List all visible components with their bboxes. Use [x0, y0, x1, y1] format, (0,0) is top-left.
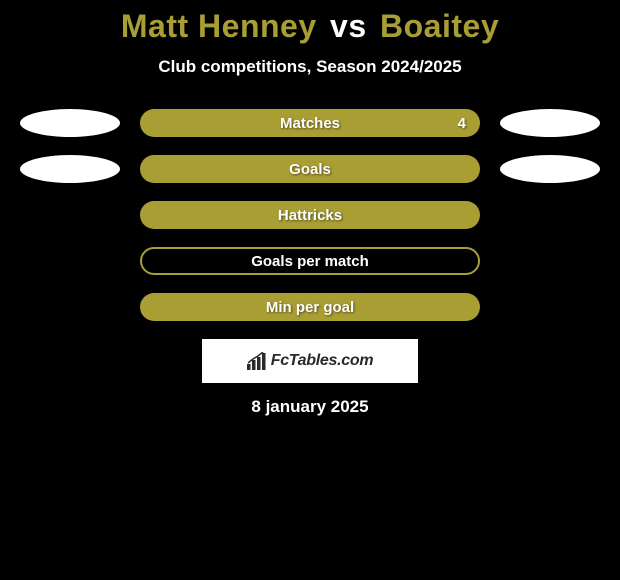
ellipse-placeholder: [500, 293, 600, 321]
stat-pill: Goals: [140, 155, 480, 183]
stat-pill: Matches 4: [140, 109, 480, 137]
stat-pill: Min per goal: [140, 293, 480, 321]
stat-label: Min per goal: [266, 299, 354, 316]
vs-text: vs: [330, 8, 367, 44]
ellipse-placeholder: [20, 247, 120, 275]
ellipse-placeholder: [500, 247, 600, 275]
stat-pill: Goals per match: [140, 247, 480, 275]
logo-box: FcTables.com: [202, 339, 418, 383]
stat-row: Matches 4: [0, 109, 620, 137]
chart-icon: [247, 352, 267, 370]
ellipse-placeholder: [500, 201, 600, 229]
ellipse-placeholder: [20, 293, 120, 321]
stat-row: Min per goal: [0, 293, 620, 321]
stat-row: Goals: [0, 155, 620, 183]
logo-text: FcTables.com: [271, 352, 374, 370]
date-text: 8 january 2025: [0, 397, 620, 417]
ellipse-right: [500, 155, 600, 183]
player1-name: Matt Henney: [121, 8, 317, 44]
stat-label: Goals: [289, 161, 331, 178]
page-title: Matt Henney vs Boaitey: [0, 8, 620, 45]
stat-value: 4: [458, 115, 466, 132]
stat-label: Matches: [280, 115, 340, 132]
stat-row: Hattricks: [0, 201, 620, 229]
stat-label: Hattricks: [278, 207, 342, 224]
ellipse-placeholder: [20, 201, 120, 229]
ellipse-left: [20, 109, 120, 137]
chart-container: Matt Henney vs Boaitey Club competitions…: [0, 0, 620, 417]
player2-name: Boaitey: [380, 8, 499, 44]
ellipse-left: [20, 155, 120, 183]
ellipse-right: [500, 109, 600, 137]
stat-label: Goals per match: [251, 253, 369, 270]
stat-pill: Hattricks: [140, 201, 480, 229]
stats-container: Matches 4 Goals Hattricks Goals per match Min…: [0, 109, 620, 321]
subtitle: Club competitions, Season 2024/2025: [0, 57, 620, 77]
stat-row: Goals per match: [0, 247, 620, 275]
